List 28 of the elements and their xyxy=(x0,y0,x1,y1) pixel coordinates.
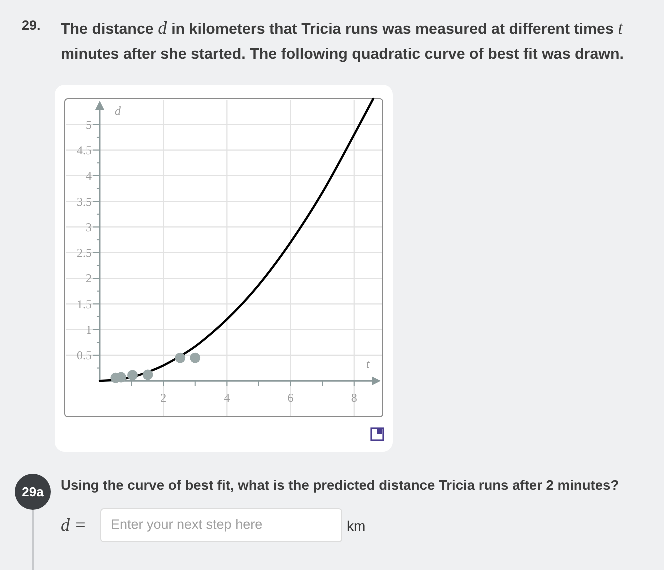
y-tick-label: 5 xyxy=(86,118,92,132)
x-tick-label: 8 xyxy=(351,391,358,406)
y-tick-label: 4.5 xyxy=(76,143,92,158)
y-tick-label: 2 xyxy=(86,272,92,286)
y-axis-title: d xyxy=(114,104,122,118)
point xyxy=(142,370,154,380)
x-axis-title: t xyxy=(366,357,370,372)
x-tick-label: 4 xyxy=(224,391,230,406)
text: 29. xyxy=(22,18,41,33)
y-tick-label: 4 xyxy=(86,169,92,184)
x-tick-label: 6 xyxy=(288,391,294,406)
y-tick-label: 3.5 xyxy=(76,194,92,209)
text: km xyxy=(347,518,366,534)
y-tick-label: 0.5 xyxy=(76,348,92,363)
y-tick-label: 1.5 xyxy=(76,297,92,312)
x-tick-label: 2 xyxy=(160,391,167,406)
point xyxy=(190,352,201,364)
point xyxy=(128,370,138,381)
point xyxy=(175,352,186,364)
y-tick-label: 1 xyxy=(86,323,92,338)
chart-title: The distance d in kilometers that Tricia runs was measured at different times t minutes after she started. The following quadratic curve of best fit was drawn. xyxy=(61,18,624,63)
y-tick-label: 3 xyxy=(86,220,92,234)
text: d = xyxy=(61,515,87,535)
line-series xyxy=(98,98,375,382)
text: Using the curve of best fit, what is the predicted distance Tricia runs after 2 minutes? xyxy=(61,478,620,493)
text: Enter your next step here xyxy=(111,517,263,532)
text: 29a xyxy=(22,484,45,500)
y-tick-label: 2.5 xyxy=(76,246,92,260)
